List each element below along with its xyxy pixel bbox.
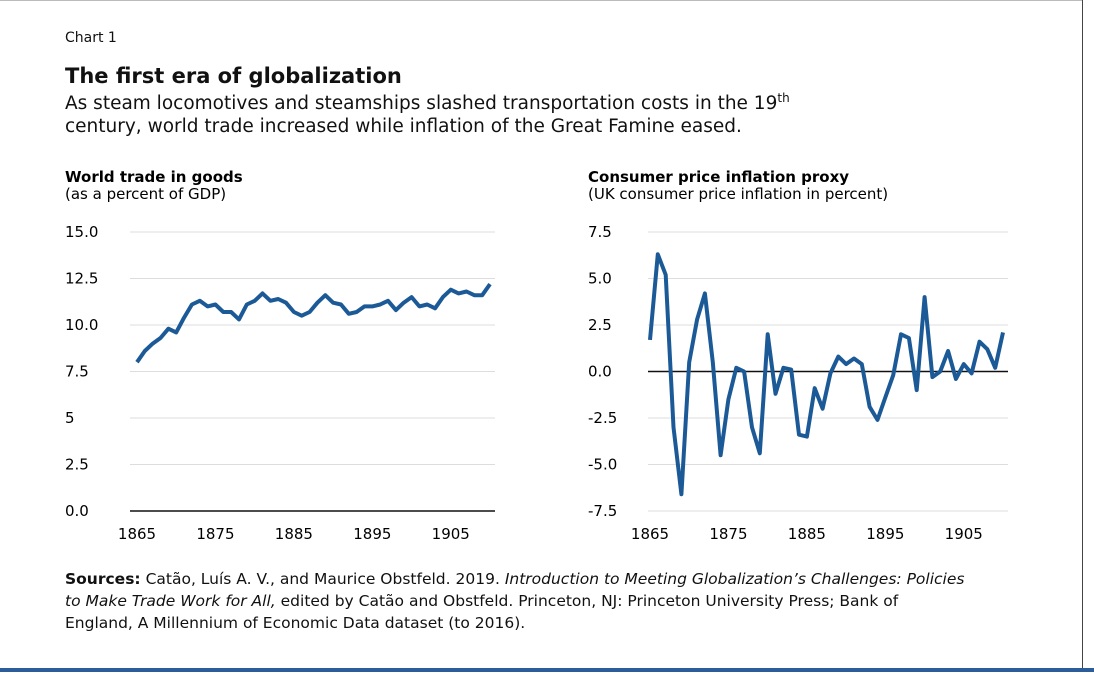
x-tick-label: 1895 xyxy=(353,525,391,543)
subtitle-text: As steam locomotives and steamships slas… xyxy=(65,93,778,114)
y-tick-label: -5.0 xyxy=(588,456,617,474)
y-tick-label: 15.0 xyxy=(65,223,98,241)
y-tick-label: 5 xyxy=(65,409,75,427)
y-tick-label: -7.5 xyxy=(588,502,617,520)
y-tick-label: 0.0 xyxy=(588,363,612,381)
source-text: Introduction to Meeting Globalization’s … xyxy=(65,570,965,610)
panel-title: World trade in goods xyxy=(65,168,243,186)
title: The first era of globalization xyxy=(65,64,402,88)
chart-label: Chart 1 xyxy=(65,30,117,46)
line xyxy=(648,252,1005,497)
panel-title: Consumer price inflation proxy xyxy=(588,168,849,186)
frame xyxy=(0,0,1082,1)
frame xyxy=(0,668,1094,672)
x-tick-label: 1865 xyxy=(631,525,669,543)
y-tick-label: 0.0 xyxy=(65,502,89,520)
x-tick-label: 1885 xyxy=(788,525,826,543)
y-tick-label: 10.0 xyxy=(65,316,98,334)
y-tick-label: 2.5 xyxy=(65,456,89,474)
x-tick-label: 1905 xyxy=(432,525,470,543)
y-tick-label: 5.0 xyxy=(588,270,612,288)
source-text: Catão, Luís A. V., and Maurice Obstfeld.… xyxy=(145,570,500,588)
frame xyxy=(1082,0,1083,668)
y-tick-label: 7.5 xyxy=(588,223,612,241)
y-tick-label: -2.5 xyxy=(588,409,617,427)
x-tick-label: 1895 xyxy=(866,525,904,543)
y-tick-label: 7.5 xyxy=(65,363,89,381)
panel-subtitle: (as a percent of GDP) xyxy=(65,185,226,203)
superscript: th xyxy=(777,90,790,105)
x-tick-label: 1865 xyxy=(118,525,156,543)
source: Sources: Catão, Luís A. V., and Maurice … xyxy=(65,568,965,634)
subtitle: As steam locomotives and steamships slas… xyxy=(65,92,1025,138)
x-tick-label: 1875 xyxy=(196,525,234,543)
x-tick-label: 1885 xyxy=(275,525,313,543)
x-tick-label: 1875 xyxy=(709,525,747,543)
y-tick-label: 2.5 xyxy=(588,316,612,334)
x-tick-label: 1905 xyxy=(945,525,983,543)
subtitle-text: century, world trade increased while inf… xyxy=(65,116,742,137)
line xyxy=(135,282,492,364)
y-tick-label: 12.5 xyxy=(65,270,98,288)
panel-subtitle: (UK consumer price inflation in percent) xyxy=(588,185,888,203)
source-label: Sources: xyxy=(65,570,141,588)
source-text: edited by Catão and Obstfeld. Princeton,… xyxy=(65,592,899,632)
